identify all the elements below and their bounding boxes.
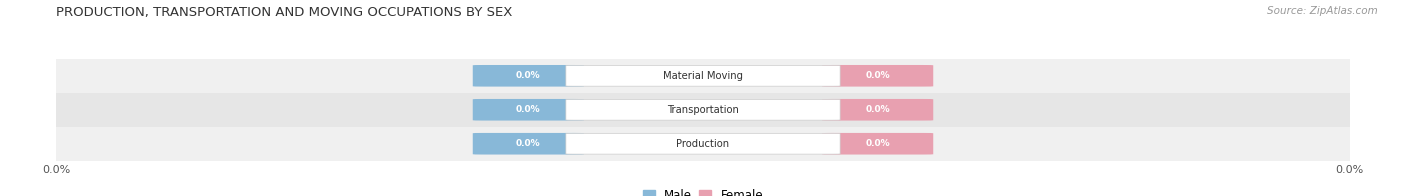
FancyBboxPatch shape — [472, 133, 583, 154]
Legend: Male, Female: Male, Female — [643, 189, 763, 196]
FancyBboxPatch shape — [823, 133, 934, 154]
FancyBboxPatch shape — [472, 65, 583, 87]
Bar — [56, 93, 1350, 127]
Text: 0.0%: 0.0% — [516, 139, 541, 148]
FancyBboxPatch shape — [823, 99, 934, 121]
Text: 0.0%: 0.0% — [865, 71, 890, 80]
Text: Source: ZipAtlas.com: Source: ZipAtlas.com — [1267, 6, 1378, 16]
FancyBboxPatch shape — [565, 133, 841, 154]
FancyBboxPatch shape — [565, 65, 841, 86]
Text: 0.0%: 0.0% — [516, 71, 541, 80]
Text: Material Moving: Material Moving — [664, 71, 742, 81]
FancyBboxPatch shape — [472, 99, 583, 121]
Text: PRODUCTION, TRANSPORTATION AND MOVING OCCUPATIONS BY SEX: PRODUCTION, TRANSPORTATION AND MOVING OC… — [56, 6, 513, 19]
Text: Transportation: Transportation — [666, 105, 740, 115]
FancyBboxPatch shape — [823, 65, 934, 87]
Text: 0.0%: 0.0% — [865, 139, 890, 148]
Text: Production: Production — [676, 139, 730, 149]
Bar — [56, 127, 1350, 161]
Text: 0.0%: 0.0% — [865, 105, 890, 114]
FancyBboxPatch shape — [565, 99, 841, 120]
Bar — [56, 59, 1350, 93]
Text: 0.0%: 0.0% — [516, 105, 541, 114]
